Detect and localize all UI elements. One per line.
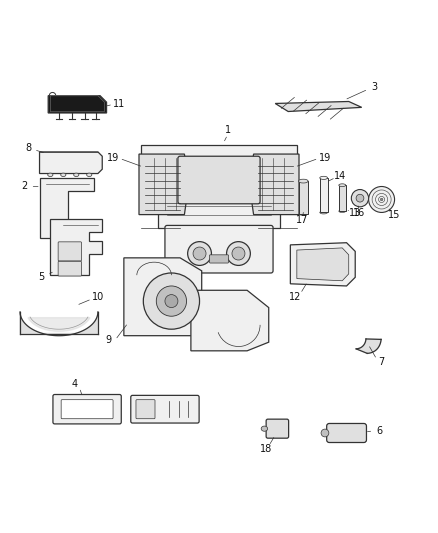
Text: 3: 3 xyxy=(371,82,378,92)
Ellipse shape xyxy=(339,210,346,213)
Text: 13: 13 xyxy=(349,208,361,219)
Text: 17: 17 xyxy=(296,215,309,225)
Ellipse shape xyxy=(339,184,346,187)
Text: 15: 15 xyxy=(388,209,400,220)
Polygon shape xyxy=(124,258,202,336)
Ellipse shape xyxy=(356,195,364,202)
Ellipse shape xyxy=(232,247,245,260)
FancyBboxPatch shape xyxy=(209,255,229,263)
Ellipse shape xyxy=(193,247,206,260)
FancyBboxPatch shape xyxy=(58,261,81,276)
Text: 19: 19 xyxy=(107,154,119,164)
Polygon shape xyxy=(139,154,189,215)
Ellipse shape xyxy=(369,187,395,213)
Polygon shape xyxy=(28,318,90,332)
Ellipse shape xyxy=(299,212,308,215)
Text: 1: 1 xyxy=(225,125,231,135)
FancyBboxPatch shape xyxy=(178,156,260,204)
FancyBboxPatch shape xyxy=(58,242,81,261)
Ellipse shape xyxy=(299,179,308,183)
FancyBboxPatch shape xyxy=(266,419,289,438)
FancyBboxPatch shape xyxy=(136,400,155,419)
Text: 18: 18 xyxy=(261,445,273,455)
Polygon shape xyxy=(191,290,269,351)
Text: 5: 5 xyxy=(39,272,45,282)
Ellipse shape xyxy=(320,176,328,180)
Ellipse shape xyxy=(321,429,329,437)
Text: 8: 8 xyxy=(26,143,32,152)
Ellipse shape xyxy=(143,273,200,329)
Polygon shape xyxy=(249,154,299,215)
FancyBboxPatch shape xyxy=(159,197,279,228)
Ellipse shape xyxy=(74,173,79,176)
FancyBboxPatch shape xyxy=(165,225,273,273)
Text: 14: 14 xyxy=(334,171,346,181)
Text: 9: 9 xyxy=(106,335,112,345)
Polygon shape xyxy=(20,312,98,336)
Text: 4: 4 xyxy=(71,379,77,389)
Polygon shape xyxy=(39,152,102,174)
Ellipse shape xyxy=(48,173,53,176)
Ellipse shape xyxy=(187,241,212,265)
Ellipse shape xyxy=(156,286,187,316)
Ellipse shape xyxy=(87,173,92,176)
Ellipse shape xyxy=(226,241,251,265)
FancyBboxPatch shape xyxy=(131,395,199,423)
Text: 11: 11 xyxy=(113,99,126,109)
Text: 19: 19 xyxy=(319,154,331,164)
Text: 2: 2 xyxy=(21,182,28,191)
FancyBboxPatch shape xyxy=(61,400,113,419)
Text: 7: 7 xyxy=(378,357,384,367)
FancyBboxPatch shape xyxy=(339,185,346,211)
Polygon shape xyxy=(39,178,94,238)
FancyBboxPatch shape xyxy=(53,394,121,424)
Polygon shape xyxy=(50,219,102,275)
Ellipse shape xyxy=(351,190,369,207)
Ellipse shape xyxy=(261,426,268,431)
Ellipse shape xyxy=(320,211,328,214)
FancyBboxPatch shape xyxy=(320,178,328,213)
FancyBboxPatch shape xyxy=(141,146,297,158)
Polygon shape xyxy=(48,96,106,113)
Polygon shape xyxy=(297,248,349,281)
FancyBboxPatch shape xyxy=(299,181,308,214)
Text: 6: 6 xyxy=(376,426,382,436)
Text: 16: 16 xyxy=(353,208,365,218)
Polygon shape xyxy=(275,101,362,111)
Ellipse shape xyxy=(61,173,66,176)
Text: 12: 12 xyxy=(289,292,301,302)
Polygon shape xyxy=(290,243,355,286)
Text: 10: 10 xyxy=(92,292,104,302)
Ellipse shape xyxy=(380,198,383,201)
FancyBboxPatch shape xyxy=(327,424,367,442)
Ellipse shape xyxy=(165,295,178,308)
Polygon shape xyxy=(356,339,381,353)
